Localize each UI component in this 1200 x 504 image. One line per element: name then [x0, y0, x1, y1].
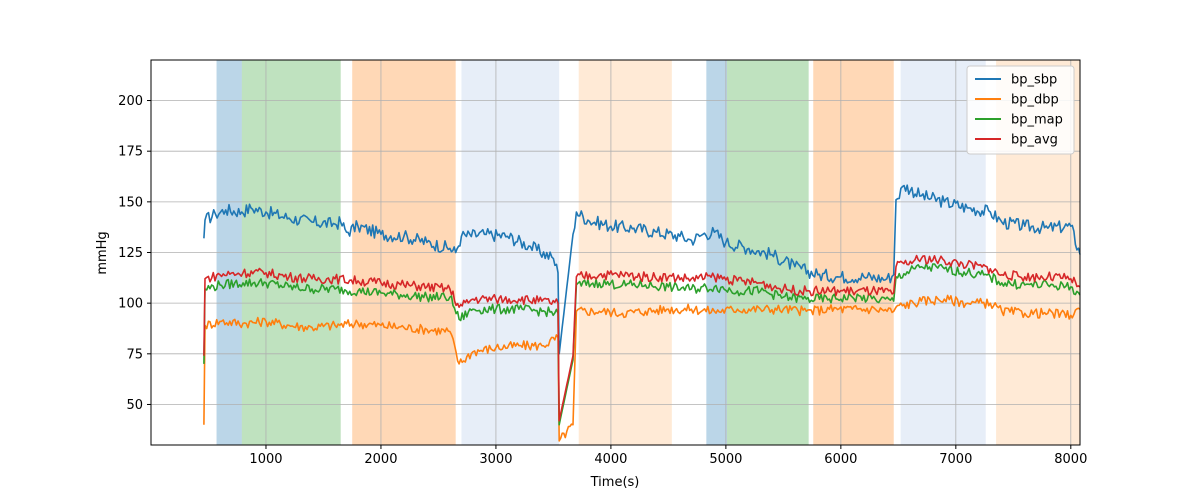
x-tick-label: 2000 [364, 452, 397, 467]
legend: bp_sbp bp_dbp bp_map bp_avg [966, 65, 1075, 155]
y-tick-label: 200 [118, 94, 143, 109]
y-tick-label: 125 [118, 246, 143, 261]
y-tick-label: 100 [118, 297, 143, 312]
x-tick-label: 8000 [1054, 452, 1087, 467]
series-line-bp_map [203, 262, 1081, 426]
x-tick-label: 5000 [709, 452, 742, 467]
x-tick-label: 6000 [824, 452, 857, 467]
legend-label: bp_sbp [1011, 73, 1057, 88]
x-tick-label: 4000 [594, 452, 627, 467]
y-tick-label: 175 [118, 145, 143, 160]
legend-label: bp_dbp [1011, 93, 1059, 108]
series-line-bp_dbp [203, 294, 1081, 442]
x-tick-label: 1000 [249, 452, 282, 467]
y-tick-label: 50 [126, 398, 143, 413]
legend-box [966, 65, 1075, 155]
legend-label: bp_map [1011, 113, 1063, 128]
series-lines [203, 184, 1081, 442]
y-tick-label: 75 [126, 347, 143, 362]
x-tick-label: 7000 [939, 452, 972, 467]
x-axis-label: Time(s) [590, 475, 640, 490]
y-axis-ticks: 50 75 100 125 150 175 200 [118, 94, 151, 413]
x-tick-label: 3000 [479, 452, 512, 467]
series-line-bp_avg [203, 254, 1081, 422]
series-line-bp_sbp [203, 184, 1081, 355]
y-tick-label: 150 [118, 195, 143, 210]
grid-lines [151, 60, 1080, 445]
legend-label: bp_avg [1011, 133, 1058, 148]
y-axis-label: mmHg [95, 231, 110, 274]
x-axis-ticks: 1000 2000 3000 4000 5000 6000 7000 8000 [249, 445, 1087, 467]
